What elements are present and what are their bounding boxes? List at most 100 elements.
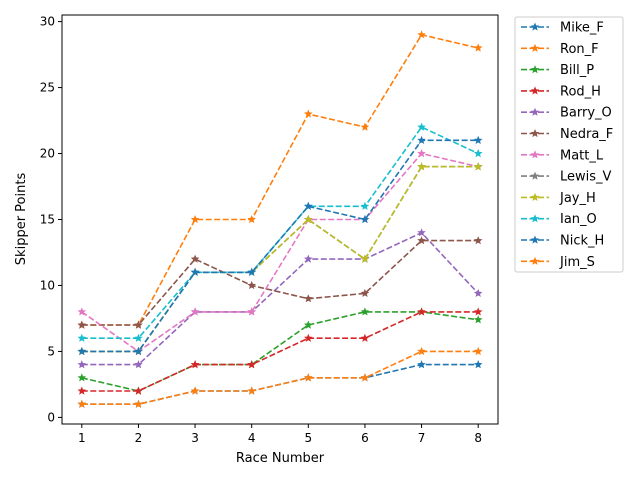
data-point [190,215,200,224]
legend-label: Ron_F [560,42,599,57]
y-axis: 0 5 10 15 20 25 30 [40,15,62,424]
data-point [417,135,426,144]
data-point [417,360,426,369]
data-point [417,149,426,158]
data-point [247,386,256,395]
x-tick-label: 2 [135,431,143,445]
data-point [304,109,313,118]
data-point [417,307,426,316]
x-tick-label: 4 [248,431,256,445]
data-point [417,122,426,131]
legend-label: Bill_P [560,63,594,78]
data-point [190,386,200,395]
series-line [81,231,479,366]
data-point [304,294,313,303]
data-point [360,307,370,316]
data-point [417,162,426,171]
legend-label: Nick_H [560,234,604,249]
data-point [360,122,370,131]
y-tick-label: 25 [40,81,55,95]
legend-item: Rod_H [521,84,601,99]
data-point [247,360,256,369]
legend-marker [530,214,540,223]
legend-marker [530,43,540,52]
data-point [417,30,426,39]
data-point [304,320,313,329]
data-point [473,135,483,144]
data-point [473,236,483,245]
legend-item: Nedra_F [521,127,613,142]
data-point [360,254,370,263]
data-point [473,149,483,158]
data-point [417,228,426,237]
legend: Mike_F Ron_F Bill_P Rod_H Barry_O Nedra_F Matt… [514,16,624,273]
series-Nick_H [77,135,483,356]
data-point [304,201,313,210]
data-point [190,360,200,369]
legend-marker [530,107,540,116]
series-line [81,311,479,392]
x-tick-label: 1 [78,431,86,445]
legend-marker [530,171,540,180]
legend-label: Rod_H [560,84,601,99]
legend-item: Bill_P [521,63,594,78]
legend-label: Ian_O [560,212,597,227]
y-axis-label: Skipper Points [14,173,29,266]
data-point [77,399,87,408]
legend-label: Nedra_F [560,127,613,142]
legend-marker [530,192,540,201]
series-Nedra_F [77,236,483,329]
data-point [134,360,143,369]
legend-marker [530,256,540,265]
data-point [417,236,426,245]
legend-marker [530,235,540,244]
x-tick-label: 3 [191,431,199,445]
series-Barry_O [77,228,483,369]
legend-marker [530,86,540,95]
data-point [304,373,313,382]
data-point [134,320,143,329]
y-tick-label: 0 [47,410,55,424]
data-point [134,386,143,395]
data-point [247,267,256,276]
legend-label: Barry_O [560,106,612,121]
x-axis: 1 2 3 4 5 6 7 8 [78,424,482,445]
legend-label: Mike_F [560,21,604,36]
data-point [134,346,143,356]
legend-marker [530,22,540,31]
data-point [77,386,87,395]
data-point [247,215,256,224]
data-point [360,201,370,210]
legend-frame [514,16,624,273]
data-point [77,320,87,329]
y-tick-label: 15 [40,213,55,227]
y-tick-label: 10 [40,278,55,292]
legend-marker [530,150,540,159]
legend-item: Barry_O [521,106,612,121]
legend-item: Jim_S [521,255,595,270]
data-point [360,333,370,342]
series-line [81,126,479,340]
series-Ron_F [77,30,483,329]
y-tick-label: 5 [47,344,55,358]
plot-area [77,30,483,408]
legend-item: Mike_F [521,21,604,36]
legend-label: Lewis_V [560,170,612,185]
series-line [81,139,479,353]
data-point [473,315,483,324]
data-point [473,307,483,316]
data-point [77,333,87,342]
data-point [247,281,256,290]
data-point [473,162,483,171]
series-Jim_S [77,346,483,408]
data-point [417,346,426,356]
data-point [360,215,370,224]
y-tick-label: 20 [40,147,55,161]
legend-item: Ian_O [521,212,597,227]
data-point [304,254,313,263]
y-tick-label: 30 [40,15,55,29]
legend-label: Matt_L [560,148,604,163]
legend-item: Lewis_V [521,170,612,185]
legend-item: Matt_L [521,148,604,163]
